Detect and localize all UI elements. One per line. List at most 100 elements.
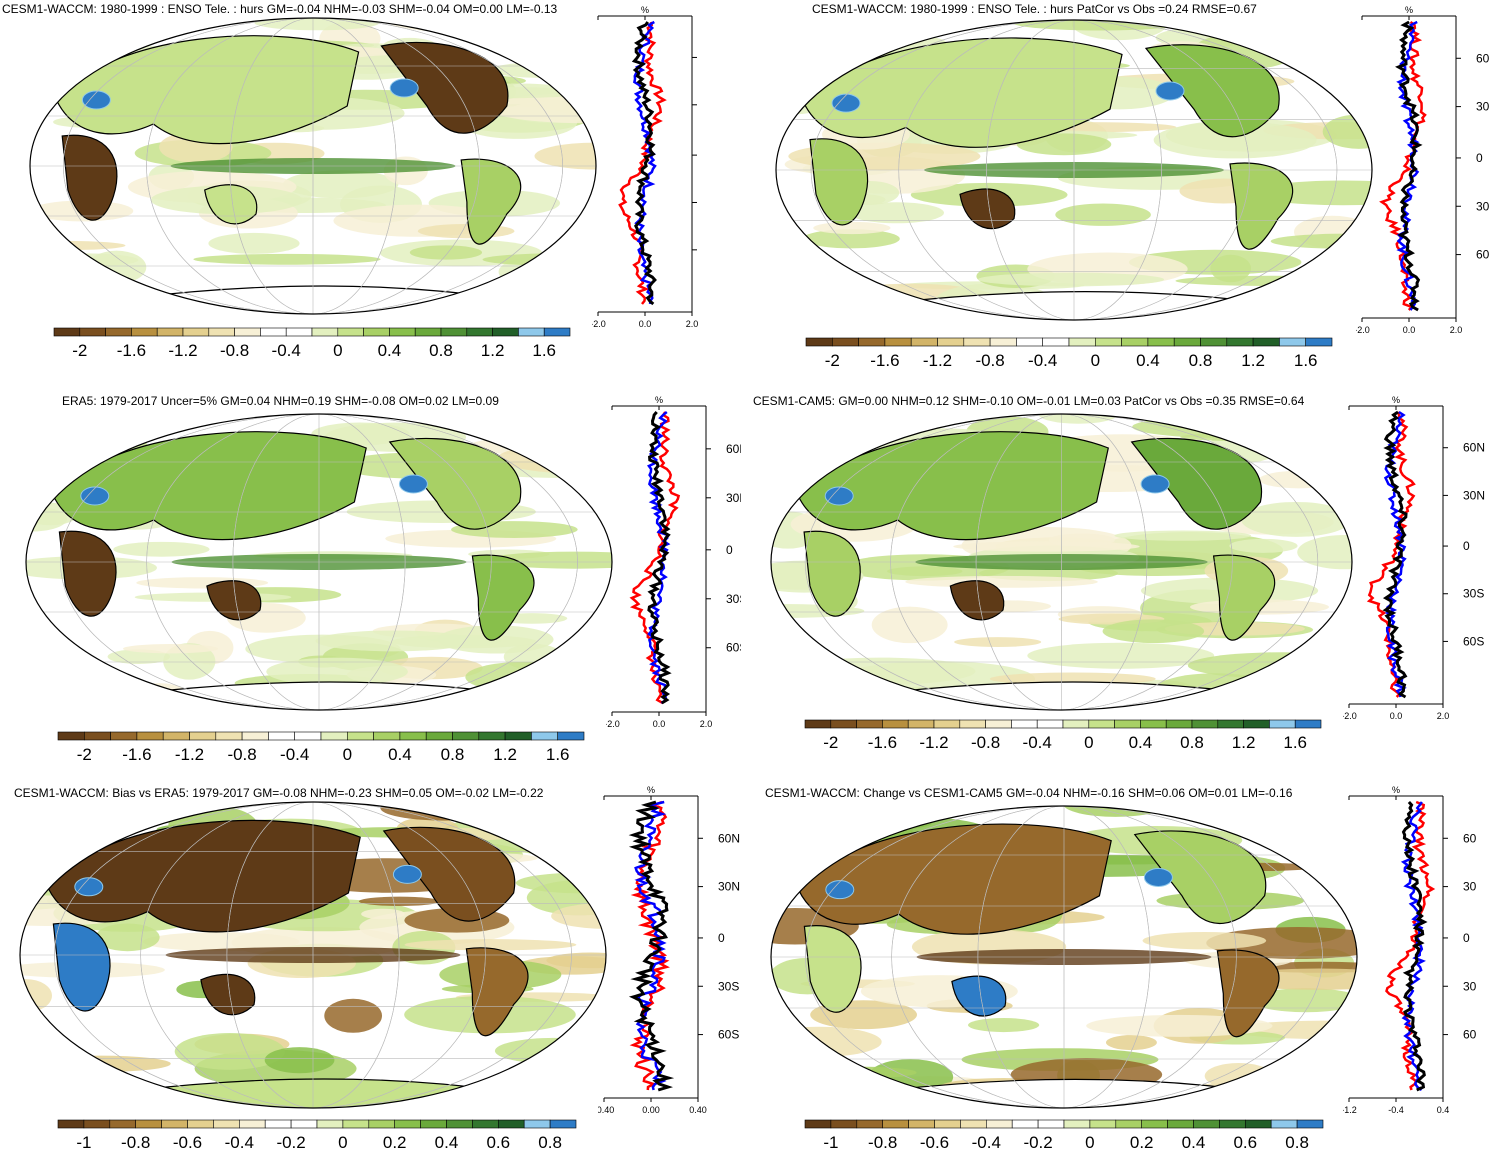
colorbar-label: -2 [823, 733, 838, 752]
colorbar-swatch [415, 328, 441, 336]
colorbar-label: 0.6 [1233, 1133, 1257, 1152]
colorbar-swatch [990, 338, 1016, 346]
colorbar-label: -1.6 [868, 733, 897, 752]
colorbar-swatch [239, 1120, 265, 1128]
panel-6: CESM1-WACCM: Change vs CESM1-CAM5 GM=-0.… [747, 778, 1493, 1163]
colorbar-swatch [1253, 338, 1279, 346]
colorbar-swatch [1192, 720, 1218, 728]
colorbar-label: -0.8 [227, 745, 256, 764]
map [28, 16, 598, 316]
colorbar: -2-1.6-1.2-0.8-0.400.40.81.21.62 [56, 730, 586, 770]
colorbar-swatch [531, 732, 557, 740]
colorbar-swatch [935, 1120, 961, 1128]
colorbar-swatch [960, 720, 986, 728]
colorbar-swatch [421, 1120, 447, 1128]
colorbar-label: 0.8 [429, 341, 453, 360]
colorbar-swatch [343, 1120, 369, 1128]
colorbar-swatch [472, 1120, 498, 1128]
colorbar-swatch [213, 1120, 239, 1128]
colorbar-swatch [1271, 1120, 1297, 1128]
profile-lat-label: 60S [726, 641, 741, 655]
colorbar-label: -2 [72, 341, 87, 360]
colorbar-swatch [1090, 1120, 1116, 1128]
profile-xtick: -2.0 [1356, 325, 1370, 335]
colorbar-swatch [163, 732, 189, 740]
profile-unit: % [655, 395, 663, 405]
colorbar-label: -0.4 [972, 1133, 1001, 1152]
profile-xtick: -2.0 [606, 719, 620, 729]
colorbar-label: -1.2 [923, 351, 952, 370]
colorbar-swatch [1148, 338, 1174, 346]
profile-xtick: -0.4 [1388, 1105, 1404, 1115]
map [774, 18, 1374, 322]
profile-lat-label: 30S [718, 979, 739, 993]
panel-title: CESM1-WACCM: 1980-1999 : ENSO Tele. : hu… [2, 2, 557, 16]
colorbar-label: 1.6 [532, 341, 556, 360]
profile-unit: % [641, 5, 649, 15]
profile-lat-label: 30N [718, 880, 740, 894]
profile-lat-label: 30N [726, 491, 741, 505]
panel-title: CESM1-CAM5: GM=0.00 NHM=0.12 SHM=-0.10 O… [753, 394, 1304, 408]
colorbar-label: 0 [1091, 351, 1100, 370]
colorbar-swatch [1174, 338, 1200, 346]
colorbar-swatch [260, 328, 286, 336]
colorbar-swatch [1140, 720, 1166, 728]
colorbar-label: -0.4 [1028, 351, 1057, 370]
colorbar-swatch [883, 1120, 909, 1128]
map [769, 412, 1354, 712]
profile-unit: % [647, 785, 655, 795]
colorbar-label: -0.8 [220, 341, 249, 360]
colorbar-label: 0.8 [1285, 1133, 1309, 1152]
colorbar-swatch [110, 1120, 136, 1128]
colorbar-swatch [1168, 1120, 1194, 1128]
profile-xtick: 0.0 [1390, 711, 1403, 721]
colorbar-swatch [235, 328, 261, 336]
colorbar-swatch [1166, 720, 1192, 728]
colorbar-swatch [911, 338, 937, 346]
profile-lat-label: 60N [1463, 441, 1485, 455]
colorbar-swatch [859, 338, 885, 346]
colorbar-label: 0.4 [435, 1133, 459, 1152]
profile-lat-label: 60 [1476, 248, 1489, 262]
colorbar: -2-1.6-1.2-0.8-0.400.40.81.21.62 [804, 336, 1334, 376]
colorbar-swatch [550, 1120, 576, 1128]
colorbar-swatch [544, 328, 570, 336]
map [18, 800, 608, 1110]
profile-lat-label: 30N [1463, 488, 1485, 502]
colorbar-swatch [447, 1120, 473, 1128]
colorbar-swatch [1037, 720, 1063, 728]
colorbar-label: -0.4 [225, 1133, 254, 1152]
colorbar-swatch [882, 720, 908, 728]
colorbar: -1-0.8-0.6-0.4-0.200.20.40.60.81 [56, 1118, 578, 1154]
colorbar-swatch [964, 338, 990, 346]
colorbar-label: 1.2 [1241, 351, 1265, 370]
colorbar-label: 0.8 [1189, 351, 1213, 370]
colorbar-label: -0.6 [920, 1133, 949, 1152]
colorbar-swatch [111, 732, 137, 740]
colorbar-swatch [395, 1120, 421, 1128]
colorbar-swatch [188, 1120, 214, 1128]
profile-lat-label: 0 [1476, 151, 1483, 165]
profile-lat-label: 0 [1463, 931, 1470, 945]
colorbar-swatch [1012, 1120, 1038, 1128]
colorbar-label: -0.2 [1023, 1133, 1052, 1152]
colorbar-label: -2 [77, 745, 92, 764]
colorbar-swatch [1095, 338, 1121, 346]
profile-xtick: -2.0 [592, 319, 606, 329]
colorbar-label: -0.6 [173, 1133, 202, 1152]
colorbar: -2-1.6-1.2-0.8-0.400.40.81.21.62 [52, 326, 572, 366]
panel-title: ERA5: 1979-2017 Uncer=5% GM=0.04 NHM=0.1… [62, 394, 499, 408]
colorbar-label: 1.2 [493, 745, 517, 764]
colorbar-label: -2 [825, 351, 840, 370]
colorbar-swatch [291, 1120, 317, 1128]
colorbar-swatch [805, 720, 831, 728]
colorbar-label: 1.6 [1283, 733, 1307, 752]
colorbar-swatch [364, 328, 390, 336]
colorbar-label: 0.4 [388, 745, 412, 764]
profile-unit: % [1392, 785, 1400, 795]
colorbar-label: 0 [343, 745, 352, 764]
colorbar-swatch [317, 1120, 343, 1128]
